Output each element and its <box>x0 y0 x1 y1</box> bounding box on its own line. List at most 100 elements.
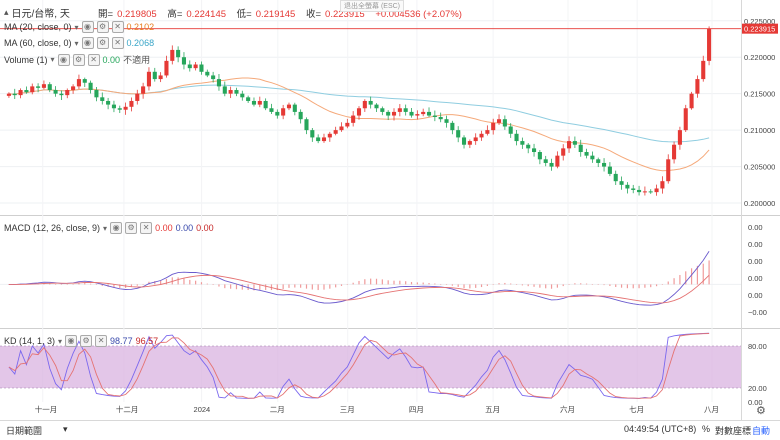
macd-histogram-bar <box>300 284 302 288</box>
chevron-down-icon[interactable]: ▾ <box>58 336 63 346</box>
candle-down <box>543 159 548 163</box>
chevron-down-icon[interactable]: ▾ <box>74 38 79 48</box>
macd-histogram-bar <box>212 284 214 285</box>
price-tick-label: 0.225000 <box>744 17 775 26</box>
candle-down <box>176 49 181 58</box>
time-tick-label: 2024 <box>194 405 211 414</box>
candle-up <box>71 86 76 91</box>
settings-icon[interactable]: ⚙ <box>125 222 138 234</box>
chevron-down-icon[interactable]: ▾ <box>74 22 79 32</box>
volume-label: Volume (1) <box>4 54 48 65</box>
candle-up <box>193 64 198 69</box>
settings-icon[interactable]: ⚙ <box>80 335 93 347</box>
macd-histogram-bar <box>84 283 86 285</box>
kd-pane <box>0 332 741 399</box>
time-axis[interactable]: 十一月 十二月 2024 二月 三月 四月 五月 六月 七月 八月 <box>35 404 719 414</box>
candle-up <box>654 188 659 193</box>
candle-down <box>94 90 99 98</box>
candle-down <box>53 90 58 94</box>
eye-icon[interactable]: ◉ <box>110 222 123 234</box>
settings-icon[interactable]: ⚙ <box>72 53 85 66</box>
macd-histogram-bar <box>422 282 424 285</box>
macd-histogram-bar <box>101 284 103 286</box>
macd-histogram-bar <box>626 284 628 289</box>
candle-down <box>456 130 461 138</box>
auto-scale-toggle[interactable]: 自動 <box>752 426 771 436</box>
open-label: 開= <box>98 9 114 20</box>
bottom-toolbar: 日期範圍 ▾ 04:49:54 (UTC+8) % 對數座標 自動 <box>0 420 780 440</box>
candle-down <box>205 71 210 76</box>
log-scale-toggle[interactable]: 對數座標 <box>715 426 752 436</box>
macd-histogram-bar <box>119 284 121 289</box>
candle-up <box>561 148 566 156</box>
close-icon[interactable]: ✕ <box>87 53 100 66</box>
price-tick-label: 0.215000 <box>744 90 775 99</box>
price-tick-label: 0.220000 <box>744 53 775 62</box>
macd-legend[interactable]: MACD (12, 26, close, 9) ▾ ◉ ⚙ ✕ 0.00 0.0… <box>4 222 214 234</box>
eye-icon[interactable]: ◉ <box>65 335 78 347</box>
macd-axis[interactable]: 0.00 0.00 0.00 0.00 0.00 −0.00 <box>748 223 767 317</box>
kd-axis[interactable]: 80.00 20.00 0.00 <box>748 342 767 407</box>
candle-down <box>292 104 297 112</box>
candle-down <box>426 111 432 116</box>
ma20-legend[interactable]: MA (20, close, 0) ▾ ◉ ⚙ ✕ 0.2102 <box>4 21 154 33</box>
candle-down <box>263 100 268 109</box>
macd-histogram-bar <box>428 283 430 285</box>
macd-histogram-bar <box>469 284 471 289</box>
macd-histogram-bar <box>434 283 436 285</box>
volume-legend[interactable]: Volume (1) ▾ ◉ ⚙ ✕ 0.00 不適用 <box>4 53 150 66</box>
eye-icon[interactable]: ◉ <box>81 21 94 33</box>
ma60-legend[interactable]: MA (60, close, 0) ▾ ◉ ⚙ ✕ 0.2068 <box>4 37 154 49</box>
symbol-legend: ▴ 日元/台幣, 天 <box>4 5 70 20</box>
macd-histogram-bar <box>171 277 173 285</box>
macd-histogram-bar <box>685 271 687 285</box>
candle-up <box>689 93 694 109</box>
close-icon[interactable]: ✕ <box>95 335 108 347</box>
kd-tick-label: 20.00 <box>748 384 767 393</box>
settings-icon[interactable]: ⚙ <box>96 37 109 49</box>
eye-icon[interactable]: ◉ <box>57 53 70 66</box>
close-icon[interactable]: ✕ <box>111 37 124 49</box>
candle-down <box>298 111 303 120</box>
kd-legend[interactable]: KD (14, 1, 3) ▾ ◉ ⚙ ✕ 98.77 96.57 <box>4 335 158 347</box>
percent-toggle[interactable]: % <box>702 424 711 434</box>
price-tick-label: 0.210000 <box>744 126 775 135</box>
chevron-down-icon[interactable]: ▾ <box>63 424 68 434</box>
symbol-title[interactable]: 日元/台幣, 天 <box>11 9 70 20</box>
candle-up <box>485 130 490 134</box>
candle-down <box>82 79 87 83</box>
candle-up <box>18 90 23 96</box>
close-icon[interactable]: ✕ <box>111 21 124 33</box>
macd-histogram-bar <box>696 265 699 285</box>
candle-up <box>170 49 175 61</box>
candle-up <box>642 191 647 193</box>
close-icon[interactable]: ✕ <box>140 222 153 234</box>
time-tick-label: 十一月 <box>35 404 58 414</box>
clock-readout[interactable]: 04:49:54 (UTC+8) <box>624 424 697 434</box>
kd-d-line <box>8 333 710 399</box>
exit-fullscreen-hint[interactable]: 退出全螢幕 (ESC) <box>340 0 404 12</box>
chevron-down-icon[interactable]: ▾ <box>50 55 55 64</box>
macd-histogram-bar <box>72 284 74 285</box>
candle-up <box>281 108 286 116</box>
grid <box>0 0 741 402</box>
price-tick-label: 0.200000 <box>744 199 775 208</box>
chevron-down-icon[interactable]: ▾ <box>103 223 108 233</box>
candle-down <box>578 144 583 153</box>
date-range-button[interactable]: 日期範圍 <box>6 426 43 436</box>
kd-tick-label: 0.00 <box>748 398 763 407</box>
eye-icon[interactable]: ◉ <box>81 37 94 49</box>
macd-histogram-bar <box>241 284 243 290</box>
macd-histogram-bar <box>230 284 232 289</box>
macd-histogram-bar <box>130 284 133 288</box>
macd-histogram-bar <box>206 283 208 285</box>
macd-histogram-bar <box>195 280 197 285</box>
price-axis[interactable]: 0.225000 0.220000 0.215000 0.210000 0.205000… <box>742 17 778 208</box>
macd-histogram-bar <box>259 284 261 290</box>
macd-tick-label: 0.00 <box>748 240 763 249</box>
candle-up <box>135 93 140 101</box>
settings-icon[interactable]: ⚙ <box>96 21 109 33</box>
candle-down <box>613 173 618 182</box>
collapse-icon[interactable]: ▴ <box>4 7 9 17</box>
gear-icon[interactable]: ⚙ <box>756 405 766 417</box>
